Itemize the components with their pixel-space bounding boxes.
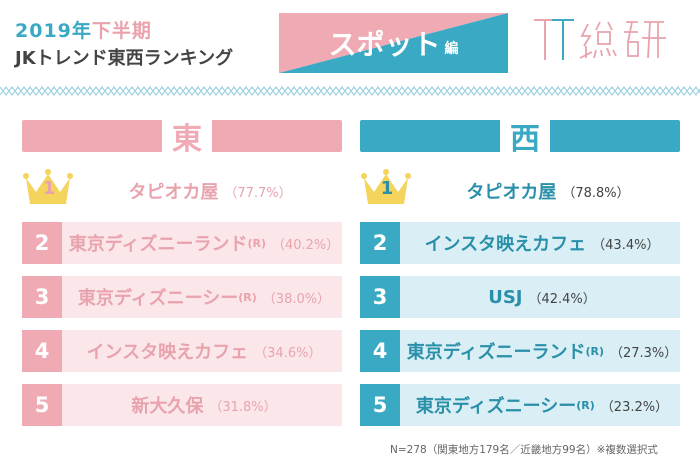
west-rank-4-row: 4 東京ディズニーランド (R) （27.3%）: [360, 330, 680, 372]
spot-percent: （40.2%）: [271, 237, 340, 253]
zigzag-divider: [0, 85, 700, 97]
spot-percent: （27.3%）: [609, 345, 678, 361]
spot-percent: （42.4%）: [528, 291, 596, 307]
banner-sub: 編: [444, 41, 459, 57]
spot-name: タピオカ屋: [128, 182, 219, 203]
west-rank-2-row: 2 インスタ映えカフェ （43.4%）: [360, 222, 680, 264]
spot-name: 東京ディズニーシー: [77, 288, 239, 309]
spot-label: 東京ディズニーランド (R) （40.2%）: [68, 222, 340, 264]
category-banner: スポット編: [279, 13, 508, 73]
west-rank-1-label: タピオカ屋 （78.8%）: [420, 170, 676, 212]
spot-label: 東京ディズニーランド (R) （27.3%）: [406, 330, 678, 372]
rank-number: 3: [22, 276, 62, 318]
west-heading: 西: [500, 114, 550, 158]
spot-label: インスタ映えカフェ （43.4%）: [408, 222, 676, 264]
east-rank-5-row: 5 新大久保 （31.8%）: [22, 384, 342, 426]
crown-icon: [361, 169, 411, 204]
spot-name: インスタ映えカフェ: [424, 234, 587, 255]
registered-mark: (R): [238, 290, 257, 304]
west-rank-5-row: 5 東京ディズニーシー (R) （23.2%）: [360, 384, 680, 426]
rank-number: 2: [360, 222, 400, 264]
spot-label: 東京ディズニーシー (R) （23.2%）: [408, 384, 676, 426]
east-rank-1-number: 1: [42, 178, 56, 199]
spot-name: 東京ディズニーシー: [415, 396, 577, 417]
spot-percent: （78.8%）: [562, 185, 630, 201]
rank-number: 5: [360, 384, 400, 426]
spot-name: タピオカ屋: [466, 182, 557, 203]
spot-name: 東京ディズニーランド: [406, 342, 586, 363]
west-rank-1-row: 1 タピオカ屋 （78.8%）: [360, 169, 680, 212]
rank-number: 4: [22, 330, 62, 372]
banner-label: スポット編: [279, 13, 508, 73]
rank-number: 4: [360, 330, 400, 372]
west-rank-1-number: 1: [380, 178, 394, 199]
spot-label: インスタ映えカフェ （34.6%）: [70, 330, 338, 372]
spot-percent: （43.4%）: [592, 237, 660, 253]
tt-soken-logo: [530, 12, 690, 70]
title-year-line: 2019年下半期: [15, 16, 152, 43]
banner-main: スポット: [328, 28, 441, 61]
east-heading-bar: 東: [22, 114, 342, 158]
footnote: N=278（関東地方179名／近畿地方99名）※複数選択式: [390, 444, 658, 456]
rank-number: 2: [22, 222, 62, 264]
spot-label: 新大久保 （31.8%）: [70, 384, 338, 426]
east-heading: 東: [162, 114, 212, 158]
spot-name: USJ: [488, 286, 523, 308]
spot-percent: （23.2%）: [600, 399, 669, 415]
east-rank-4-row: 4 インスタ映えカフェ （34.6%）: [22, 330, 342, 372]
spot-name: インスタ映えカフェ: [86, 342, 249, 363]
registered-mark: (R): [247, 236, 266, 250]
east-rank-1-label: タピオカ屋 （77.7%）: [82, 170, 338, 212]
registered-mark: (R): [576, 398, 595, 412]
west-rank-3-row: 3 USJ （42.4%）: [360, 276, 680, 318]
spot-percent: （77.7%）: [224, 185, 292, 201]
crown-icon: [23, 169, 73, 204]
spot-name: 新大久保: [131, 396, 204, 417]
year-suffix: 年: [71, 20, 92, 42]
rank-number: 5: [22, 384, 62, 426]
east-rank-1-row: 1 タピオカ屋 （77.7%）: [22, 169, 342, 212]
spot-label: 東京ディズニーシー (R) （38.0%）: [70, 276, 338, 318]
spot-percent: （31.8%）: [209, 399, 277, 415]
logo-graphic: [534, 19, 666, 60]
east-rank-3-row: 3 東京ディズニーシー (R) （38.0%）: [22, 276, 342, 318]
west-heading-bar: 西: [360, 114, 680, 158]
banner-background: [279, 13, 508, 73]
spot-label: USJ （42.4%）: [408, 276, 676, 318]
spot-percent: （34.6%）: [254, 345, 322, 361]
spot-name: 東京ディズニーランド: [68, 234, 248, 255]
spot-percent: （38.0%）: [262, 291, 331, 307]
registered-mark: (R): [585, 344, 604, 358]
half-text: 下半期: [91, 20, 152, 42]
east-rank-2-row: 2 東京ディズニーランド (R) （40.2%）: [22, 222, 342, 264]
page-subtitle: JKトレンド東西ランキング: [15, 48, 234, 69]
year-text: 2019: [15, 20, 72, 42]
rank-number: 3: [360, 276, 400, 318]
